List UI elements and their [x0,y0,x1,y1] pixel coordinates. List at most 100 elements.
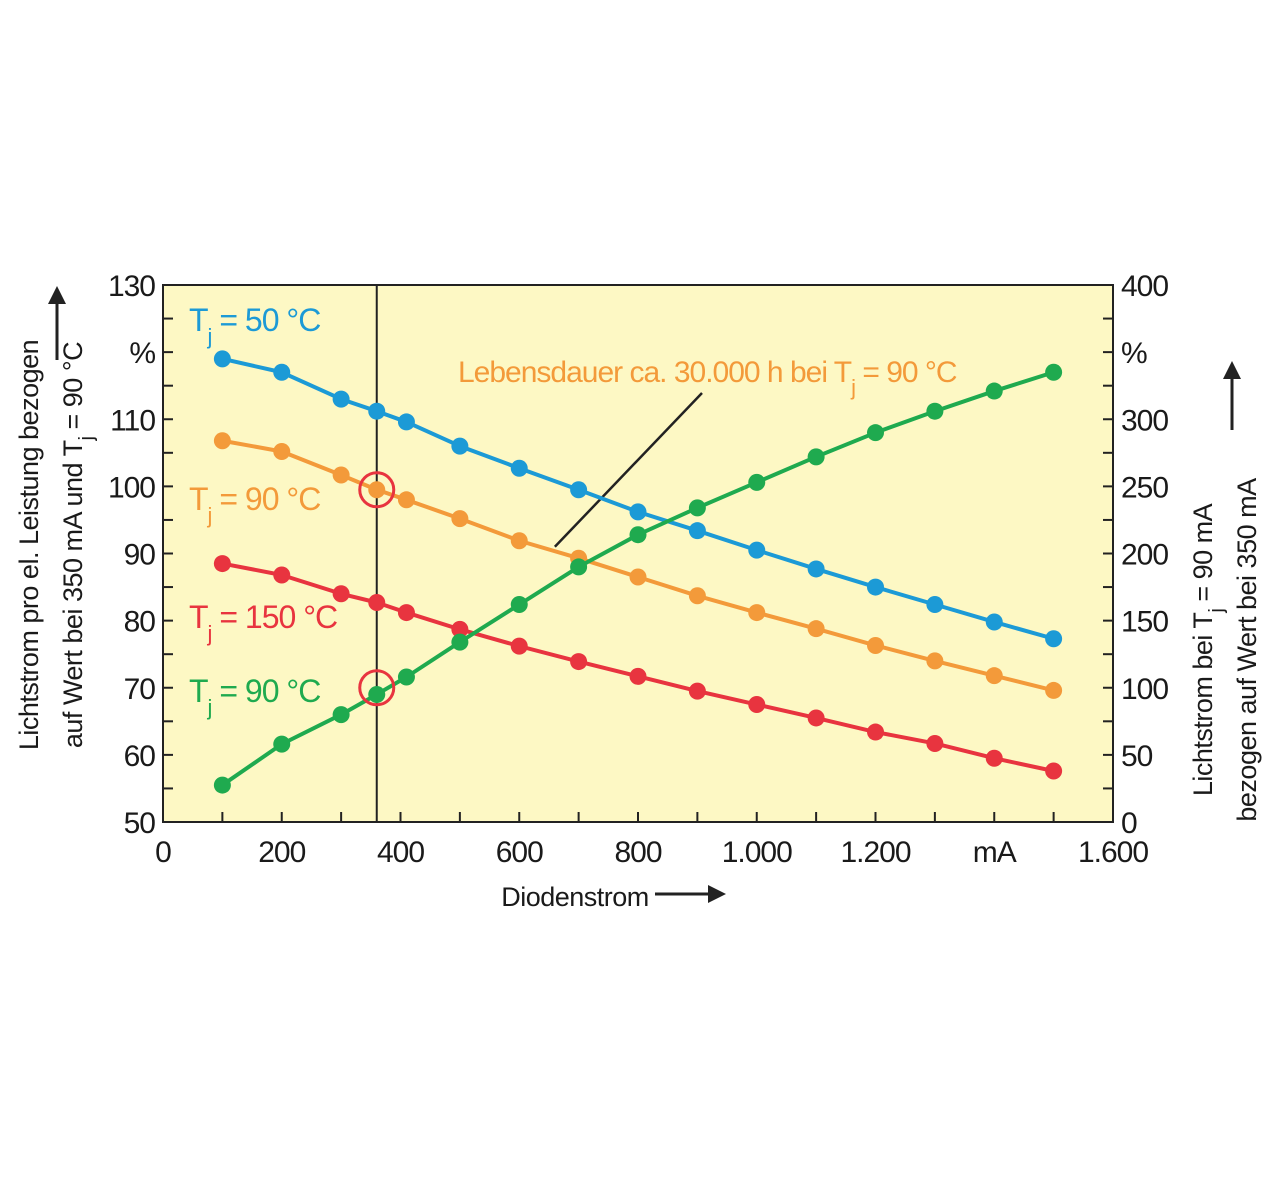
data-point [368,594,386,612]
data-point [748,604,766,622]
data-point [368,481,386,499]
x-tick-label: mA [973,836,1017,869]
data-point [985,382,1003,400]
series-label-2: Tj = 150 °C [189,599,337,646]
y-axis-left-title-line1: Lichtstrom pro el. Leistung bezogen [14,340,44,750]
series-line [222,438,1055,693]
data-point [273,566,291,584]
y-right-tick-label: 200 [1121,539,1168,572]
x-axis-arrow [655,885,726,903]
y-right-tick-label: 300 [1121,404,1168,437]
y-left-tick-label: 110 [110,404,155,437]
y-left-tick-label: 100 [108,471,155,504]
data-point [807,709,825,727]
y-axis-right-arrow [1223,361,1241,430]
y-right-tick-label: 0 [1121,807,1137,840]
data-point [807,448,825,466]
data-point [213,555,231,573]
x-tick-label: 400 [377,836,424,869]
data-point [688,522,706,540]
series-0 [213,350,1063,648]
y-axis-right-title: Lichtstrom bei Tj = 90 mA bezogen auf We… [1188,478,1262,822]
series-line [221,356,1055,641]
series-3 [213,363,1063,794]
y-axis-left-title-line2: auf Wert bei 350 mA und Tj = 90 °C [58,342,98,748]
series-label-3: Tj = 90 °C [189,673,320,720]
data-point [1045,762,1063,780]
data-point [451,510,469,528]
data-point [807,620,825,638]
x-tick-label: 1.600 [1078,836,1148,869]
y-axis-right-title-line1: Lichtstrom bei Tj = 90 mA [1188,503,1228,796]
y-right-tick-label: % [1121,337,1147,370]
series-line [221,370,1055,787]
y-left-tick-label: 60 [124,740,156,773]
y-left-tick-label: 80 [124,606,156,639]
y-axis-right-title-line2: bezogen auf Wert bei 350 mA [1232,478,1262,822]
data-point [397,491,415,509]
data-point [748,696,766,714]
data-point [451,437,469,455]
data-point [867,578,884,596]
data-point [688,587,706,605]
data-point [1045,630,1063,648]
x-axis-title: Diodenstrom [501,882,649,912]
data-point [748,473,766,491]
y-left-tick-label: % [129,337,155,370]
data-point [451,620,469,638]
data-point [629,667,647,685]
data-point [273,363,291,381]
series-label-1: Tj = 90 °C [189,481,320,528]
annotation-leader-line [553,392,703,548]
y-right-tick-label: 50 [1121,740,1153,773]
data-point [1045,363,1063,381]
x-tick-label: 200 [258,836,305,869]
data-point [332,706,350,724]
data-point [688,499,706,517]
y-right-tick-label: 150 [1121,606,1168,639]
data-point [368,402,386,420]
data-point [332,390,350,408]
data-point [570,558,588,576]
series-2 [213,555,1063,780]
data-point [368,685,386,703]
data-point [926,402,944,420]
data-point [985,613,1003,631]
data-point [1045,681,1063,699]
data-point [985,749,1003,767]
data-point [397,413,415,431]
y-left-tick-label: 130 [108,270,155,303]
data-point [213,432,231,450]
x-tick-label: 1.000 [722,836,792,869]
highlight-ring [358,669,396,707]
data-point [688,682,706,700]
y-right-tick-label: 250 [1121,471,1168,504]
data-point [926,734,944,752]
data-point [510,532,528,550]
x-tick-label: 600 [496,836,543,869]
x-tick-label: 1.200 [840,836,910,869]
y-axis-left-title: Lichtstrom pro el. Leistung bezogen auf … [14,340,98,750]
x-tick-label: 800 [614,836,661,869]
data-point [867,723,884,741]
y-left-tick-label: 90 [124,539,156,572]
data-point [985,667,1003,685]
data-point [332,466,350,484]
data-point [510,459,528,477]
series-line [221,561,1055,773]
data-point [397,604,415,622]
data-point [629,568,647,586]
y-right-tick-label: 400 [1121,270,1168,303]
data-point [867,636,884,654]
data-point [926,652,944,670]
data-point [748,541,766,559]
data-point [807,560,825,578]
series-1 [213,432,1063,699]
y-left-tick-label: 70 [124,673,156,706]
data-point [570,481,588,499]
annotation-lifetime: Lebensdauer ca. 30.000 h bei Tj = 90 °C [458,356,957,400]
data-point [510,596,528,614]
data-point [570,653,588,671]
data-point [451,633,469,651]
